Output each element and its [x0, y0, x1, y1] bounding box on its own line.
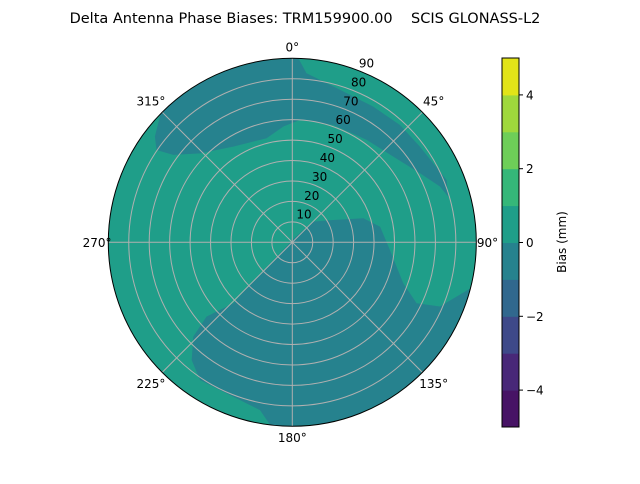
colorbar-segment [502, 390, 519, 428]
contour-regions [154, 58, 471, 427]
radial-tick-label: 30 [312, 170, 327, 184]
angular-tick-label: 135° [419, 377, 448, 391]
polar-frame [107, 57, 477, 427]
radial-tick-label: 90 [359, 57, 374, 71]
colorbar-tick-label: 2 [526, 162, 534, 176]
angular-tick-label: 0° [285, 41, 299, 55]
colorbar-segment [502, 279, 519, 317]
colorbar-tick-label: −2 [526, 310, 544, 324]
radial-tick-label: 60 [335, 113, 350, 127]
colorbar-segment [502, 316, 519, 354]
south-east-negative-region [191, 218, 471, 427]
angular-tick-label: 45° [423, 94, 444, 108]
radial-tick-label: 40 [320, 151, 335, 165]
colorbar-segment [502, 131, 519, 170]
colorbar-segment [502, 242, 519, 280]
angular-tick-label: 315° [136, 94, 165, 108]
colorbar-segment [502, 58, 519, 96]
chart-title: Delta Antenna Phase Biases: TRM159900.00… [70, 11, 541, 27]
radial-tick-label: 80 [351, 76, 366, 90]
radial-tick-label: 70 [343, 94, 358, 108]
colorbar-tick-label: 4 [526, 88, 534, 102]
angular-gridline [161, 111, 293, 243]
colorbar-segment [502, 94, 519, 133]
colorbar-segment [502, 205, 519, 243]
angular-tick-label: 180° [278, 431, 307, 445]
colorbar-segment [502, 168, 519, 207]
north-band-negative-region [154, 58, 449, 197]
angular-tick-label: 225° [136, 377, 165, 391]
polar-plot-area: 0° 45° 90° 135° 180° 225° 270° 315° 10 20 30 40 50 60… [83, 41, 498, 445]
radial-tick-label: 20 [304, 189, 319, 203]
angular-gridline [291, 241, 423, 373]
colorbar: −4 −2 0 2 4 [501, 57, 544, 428]
radial-tick-label: 50 [328, 132, 343, 146]
radial-tick-label: 10 [296, 208, 311, 222]
colorbar-segment [502, 353, 519, 391]
colorbar-tick-label: 0 [526, 236, 534, 250]
angular-tick-label: 90° [477, 236, 498, 250]
angular-tick-label: 270° [83, 236, 112, 250]
colorbar-label: Bias (mm) [555, 211, 569, 273]
angular-gridline [161, 241, 293, 373]
colorbar-tick-label: −4 [526, 384, 544, 398]
angular-gridline [291, 111, 423, 243]
